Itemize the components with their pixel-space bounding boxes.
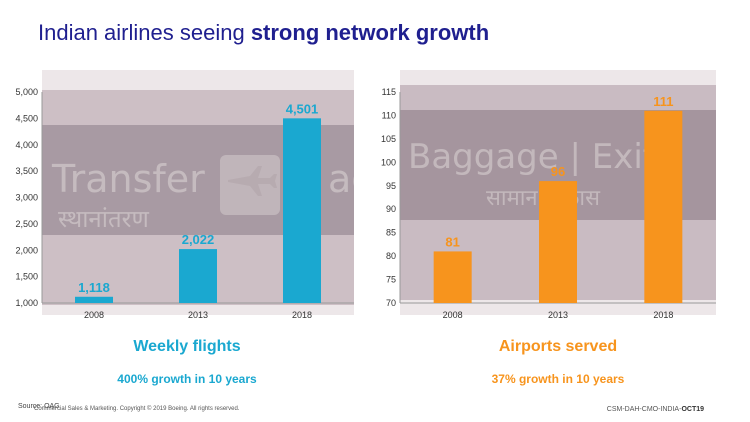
y-tick-label: 70	[386, 298, 396, 308]
baggage-exit-sign-words: Baggage | Exit	[408, 137, 656, 177]
weekly-flights-heading: Weekly flights	[133, 338, 241, 355]
y-tick-label: 2,500	[15, 219, 38, 229]
source-note: Source: OAG	[18, 403, 60, 410]
weekly-flights-subheading: 400% growth in 10 years	[117, 372, 257, 386]
x-tick-label: 2018	[653, 310, 673, 320]
airports-served-subheading: 37% growth in 10 years	[491, 372, 625, 386]
airplane-icon	[228, 166, 277, 196]
bar-value-label: 96	[551, 164, 565, 179]
y-tick-label: 4,000	[15, 140, 38, 150]
title-normal-text: Indian airlines seeing	[38, 20, 251, 45]
y-tick-label: 75	[386, 275, 396, 285]
document-code: CSM-DAH-CMO-INDIA-OCT19	[607, 406, 704, 413]
x-tick-label: 2018	[292, 310, 312, 320]
document-code-suffix: OCT19	[681, 406, 704, 413]
page-title: Indian airlines seeing strong network gr…	[38, 20, 489, 46]
airports-served-heading: Airports served	[498, 338, 618, 355]
x-tick-label: 2013	[188, 310, 208, 320]
bar-2018	[644, 110, 683, 303]
transfer-sign-hindi: स्थानांतरण	[58, 205, 149, 233]
y-tick-label: 5,000	[15, 87, 38, 97]
y-tick-label: 95	[386, 181, 396, 191]
y-tick-label: 2,000	[15, 245, 38, 255]
bar-2013	[539, 181, 577, 303]
y-tick-label: 3,000	[15, 193, 38, 203]
weekly-flights-chart: 1,000 1,500 2,000 2,500 3,000 3,500 4,000 4,500…	[15, 87, 354, 320]
bar-value-label: 2,022	[182, 232, 215, 247]
x-tick-label: 2013	[548, 310, 568, 320]
y-tick-label: 4,500	[15, 113, 38, 123]
y-tick-label: 3,500	[15, 166, 38, 176]
document-code-prefix: CSM-DAH-CMO-INDIA-	[606, 406, 682, 413]
bar-2018	[283, 118, 321, 303]
bar-2008	[433, 251, 472, 303]
bar-value-label: 81	[445, 234, 459, 249]
y-tick-label: 85	[386, 228, 396, 238]
transfer-sign-fragment: ag	[328, 157, 354, 201]
airports-served-chart: 70 75 80 85 90 95 100 105 110 115 81 2008 96 2013 111 2…	[381, 87, 716, 320]
y-tick-label: 105	[381, 134, 396, 144]
x-tick-label: 2008	[84, 310, 104, 320]
bar-2008	[75, 296, 113, 303]
copyright-note: Commercial Sales & Marketing. Copyright …	[34, 406, 240, 412]
y-tick-label: 100	[381, 157, 396, 167]
y-tick-label: 80	[386, 251, 396, 261]
x-tick-label: 2008	[443, 310, 463, 320]
bar-value-label: 111	[653, 94, 673, 109]
y-tick-label: 110	[382, 110, 396, 120]
bar-value-label: 4,501	[286, 101, 319, 116]
y-tick-label: 1,000	[15, 298, 38, 308]
bar-2013	[179, 249, 217, 303]
bar-value-label: 1,118	[78, 280, 110, 295]
title-bold-text: strong network growth	[250, 20, 490, 45]
y-tick-label: 90	[386, 204, 396, 214]
transfer-sign-word: Transfer	[51, 157, 205, 201]
y-tick-label: 1,500	[15, 272, 38, 282]
y-tick-label: 115	[382, 87, 396, 97]
